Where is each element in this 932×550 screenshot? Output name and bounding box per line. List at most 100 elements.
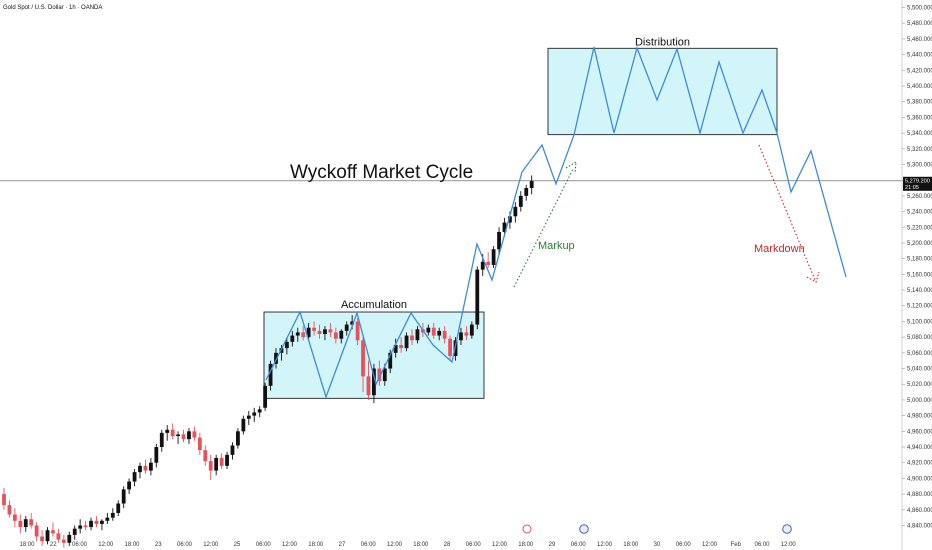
candle[interactable] [132,468,137,487]
time-axis[interactable]: 18:00 22 06:00 12:00 18:00 23 06:00 12:00 25 06:0… [19,542,796,548]
candle[interactable] [475,266,480,330]
candle[interactable] [138,462,142,479]
candle[interactable] [513,202,518,223]
candle[interactable] [23,516,28,532]
candle[interactable] [399,337,404,353]
candle[interactable] [67,531,72,546]
candle[interactable] [312,321,316,336]
candle[interactable] [252,407,257,422]
candle[interactable] [219,453,224,469]
candle[interactable] [426,324,431,336]
candle[interactable] [230,442,235,460]
candle[interactable] [176,431,180,444]
candle[interactable] [388,349,393,374]
candle[interactable] [94,516,99,528]
candle[interactable] [437,327,442,341]
candle[interactable] [529,175,534,195]
candle[interactable] [170,423,175,440]
candle[interactable] [410,329,414,345]
candle[interactable] [56,528,61,543]
candle[interactable] [274,348,278,369]
candle[interactable] [246,410,251,426]
candle[interactable] [497,227,501,254]
candle[interactable] [344,321,349,336]
candle[interactable] [159,429,164,452]
candle[interactable] [431,323,436,339]
candle[interactable] [524,184,529,201]
candle[interactable] [51,522,55,537]
candle[interactable] [12,508,17,528]
candle[interactable] [78,519,83,534]
candle[interactable] [366,360,371,400]
candle[interactable] [328,323,333,338]
candle[interactable] [295,327,300,342]
candle[interactable] [116,500,121,517]
candle[interactable] [7,500,12,518]
candle[interactable] [355,318,360,345]
candle[interactable] [83,520,88,531]
candle[interactable] [404,332,409,352]
candle[interactable] [192,426,197,441]
candle[interactable] [105,512,110,524]
candle[interactable] [225,451,229,469]
price-axis[interactable]: 5,500.000 5,480.000 5,460.000 5,440.000 5,42… [902,6,932,530]
candle[interactable] [214,454,219,476]
candle[interactable] [469,321,474,339]
us-flag-icon[interactable] [579,524,589,534]
candle[interactable] [372,363,376,404]
candle[interactable] [165,425,170,441]
candle[interactable] [464,326,469,341]
candle[interactable] [2,487,6,510]
candle[interactable] [203,445,208,466]
candle[interactable] [187,428,191,444]
candle[interactable] [148,458,153,476]
candle[interactable] [284,337,289,355]
candle[interactable] [257,406,262,418]
candle[interactable] [263,382,268,411]
us-flag-icon[interactable] [782,524,792,534]
candle[interactable] [143,459,148,474]
candle[interactable] [486,252,491,269]
candle[interactable] [208,454,213,480]
candle[interactable] [18,514,23,534]
event-marker-icon[interactable] [522,524,532,534]
distribution-zone[interactable] [547,47,778,136]
candle[interactable] [448,335,452,361]
candle[interactable] [442,326,447,344]
candle[interactable] [181,429,186,443]
candle[interactable] [241,415,246,435]
candle[interactable] [197,432,202,455]
candle[interactable] [491,246,496,269]
candle[interactable] [306,323,311,341]
candle[interactable] [323,326,327,341]
candle[interactable] [290,330,295,347]
candle[interactable] [301,326,306,341]
candle[interactable] [393,338,398,358]
candle[interactable] [268,360,273,391]
candle[interactable] [40,530,44,546]
candle[interactable] [415,326,420,344]
candle[interactable] [29,512,34,529]
candle[interactable] [110,508,115,521]
event-markers[interactable] [522,524,792,534]
candle[interactable] [34,522,39,542]
candle[interactable] [377,360,382,386]
candle[interactable] [518,191,523,212]
candle-body [116,503,121,513]
candle[interactable] [333,327,338,344]
candle[interactable] [317,324,322,339]
candle[interactable] [459,327,463,345]
candle[interactable] [45,527,50,545]
candle[interactable] [89,517,93,531]
candle[interactable] [339,329,344,344]
candle[interactable] [236,428,240,449]
candle[interactable] [127,478,132,495]
candle[interactable] [154,443,159,468]
candle[interactable] [72,525,77,540]
y-tick-label: 5,320.000 [907,147,932,153]
candle[interactable] [361,337,365,393]
candle[interactable] [121,486,126,509]
candle[interactable] [100,519,104,531]
candle[interactable] [61,534,66,548]
